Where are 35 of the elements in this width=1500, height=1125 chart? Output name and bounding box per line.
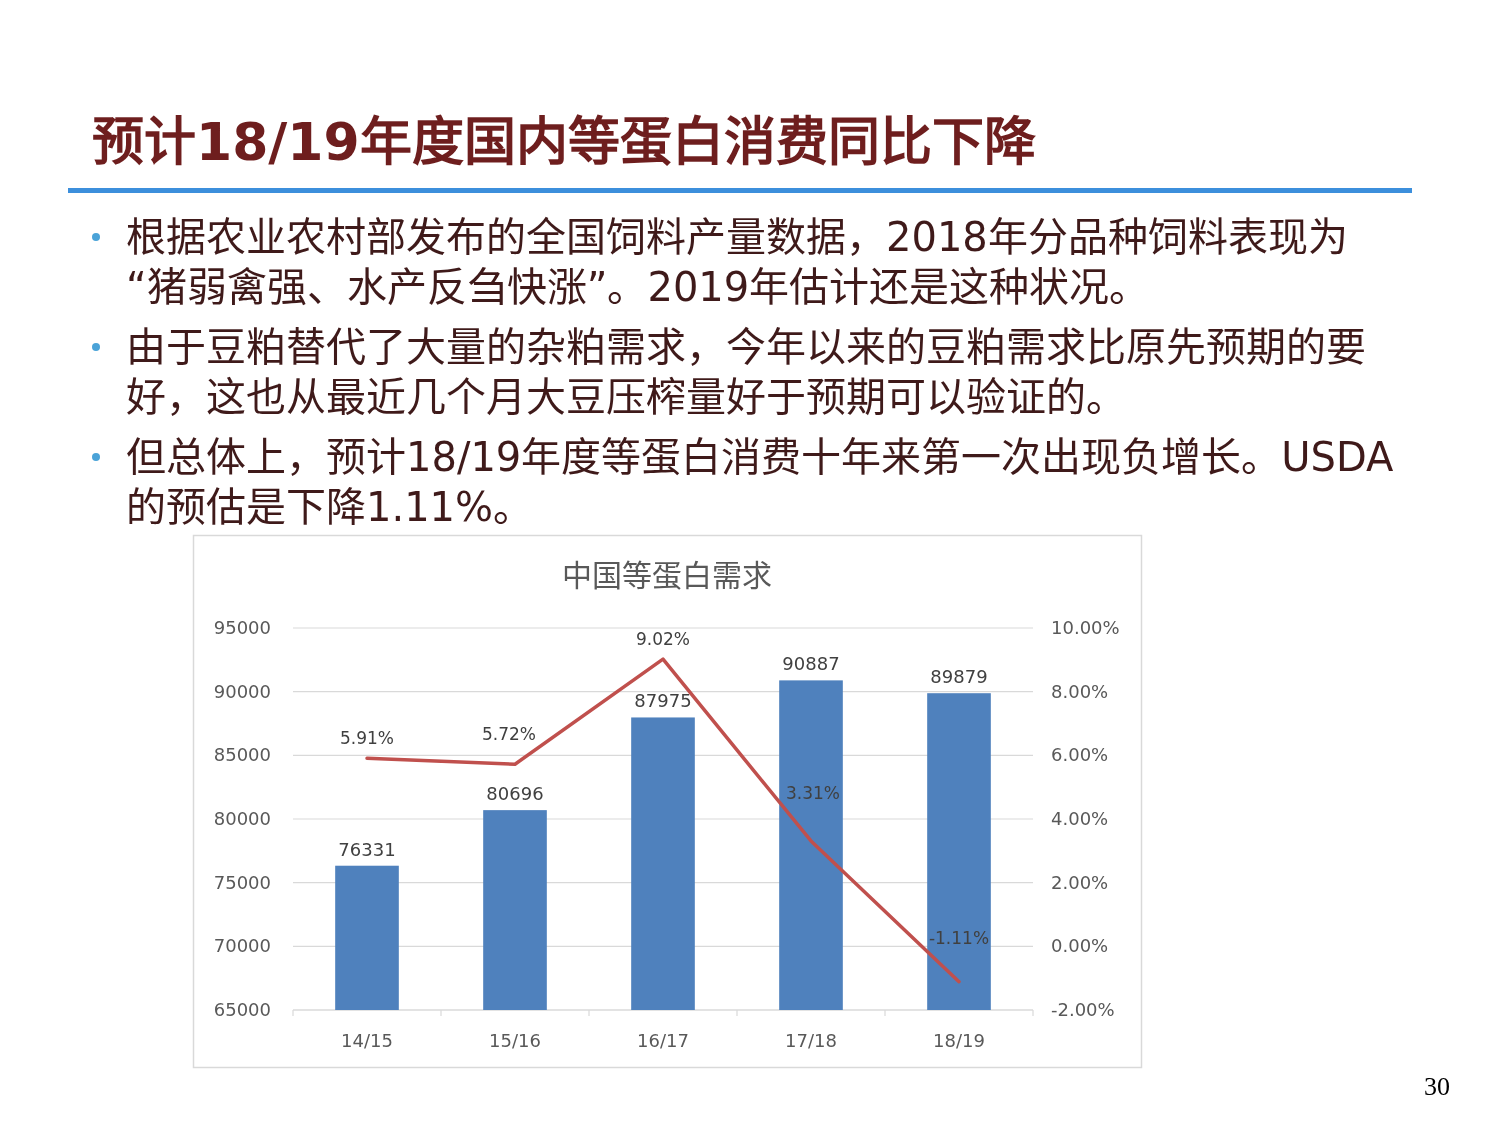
data-label: 5.91% bbox=[339, 728, 395, 749]
y2-tick-label: 0.00% bbox=[1051, 935, 1109, 957]
x-tick-label: 14/15 bbox=[341, 1030, 393, 1051]
data-label: 76331 bbox=[338, 838, 396, 860]
text: 根据农业农村部发布的全国饲料产量数据，2018年分品种饲料表现为“猪弱禽强、水产反刍快涨”。2019年估计还是这种状况。 bbox=[126, 214, 1348, 310]
data-label: 90887 bbox=[782, 653, 840, 675]
chart-title: 预计18/19年度国内等蛋白消费同比下降 bbox=[92, 111, 1036, 174]
data-label: 87975 bbox=[634, 690, 692, 712]
y-tick-label: 80000 bbox=[213, 808, 271, 829]
y2-tick-label: 4.00% bbox=[1051, 808, 1109, 829]
text: 30 bbox=[1424, 1072, 1450, 1102]
x-tick-label: 16/17 bbox=[637, 1030, 689, 1051]
y-tick-label: 75000 bbox=[213, 871, 271, 893]
y-tick-label: 70000 bbox=[213, 935, 271, 957]
y2-tick-label: 8.00% bbox=[1051, 680, 1109, 702]
text: 但总体上，预计18/19年度等蛋白消费十年来第一次出现负增长。USDA的预估是下降1.11%。 bbox=[126, 434, 1394, 530]
data-label: 3.31% bbox=[785, 782, 841, 803]
y2-tick-label: 6.00% bbox=[1051, 744, 1109, 766]
chart-subtitle: 中国等蛋白需求 bbox=[562, 558, 772, 593]
y-tick-label: 95000 bbox=[213, 617, 271, 638]
y2-tick-label: 2.00% bbox=[1051, 871, 1109, 893]
x-tick-label: 17/18 bbox=[785, 1030, 837, 1051]
x-tick-label: 15/16 bbox=[489, 1030, 541, 1051]
data-label: 80696 bbox=[486, 783, 544, 805]
data-label: 89879 bbox=[930, 666, 988, 688]
y-tick-label: 85000 bbox=[213, 744, 271, 766]
data-label: -1.11% bbox=[928, 927, 990, 948]
y-tick-label: 90000 bbox=[213, 680, 271, 702]
y-tick-label: 65000 bbox=[213, 999, 271, 1020]
data-label: 5.72% bbox=[481, 724, 537, 745]
data-label: 9.02% bbox=[635, 629, 691, 650]
y2-tick-label: -2.00% bbox=[1051, 999, 1115, 1020]
x-tick-label: 18/19 bbox=[933, 1030, 985, 1051]
text: 由于豆粕替代了大量的杂粕需求，今年以来的豆粕需求比原先预期的要好，这也从最近几个月大豆压榨量好于预期可以验证的。 bbox=[126, 324, 1366, 420]
y2-tick-label: 10.00% bbox=[1051, 617, 1120, 638]
